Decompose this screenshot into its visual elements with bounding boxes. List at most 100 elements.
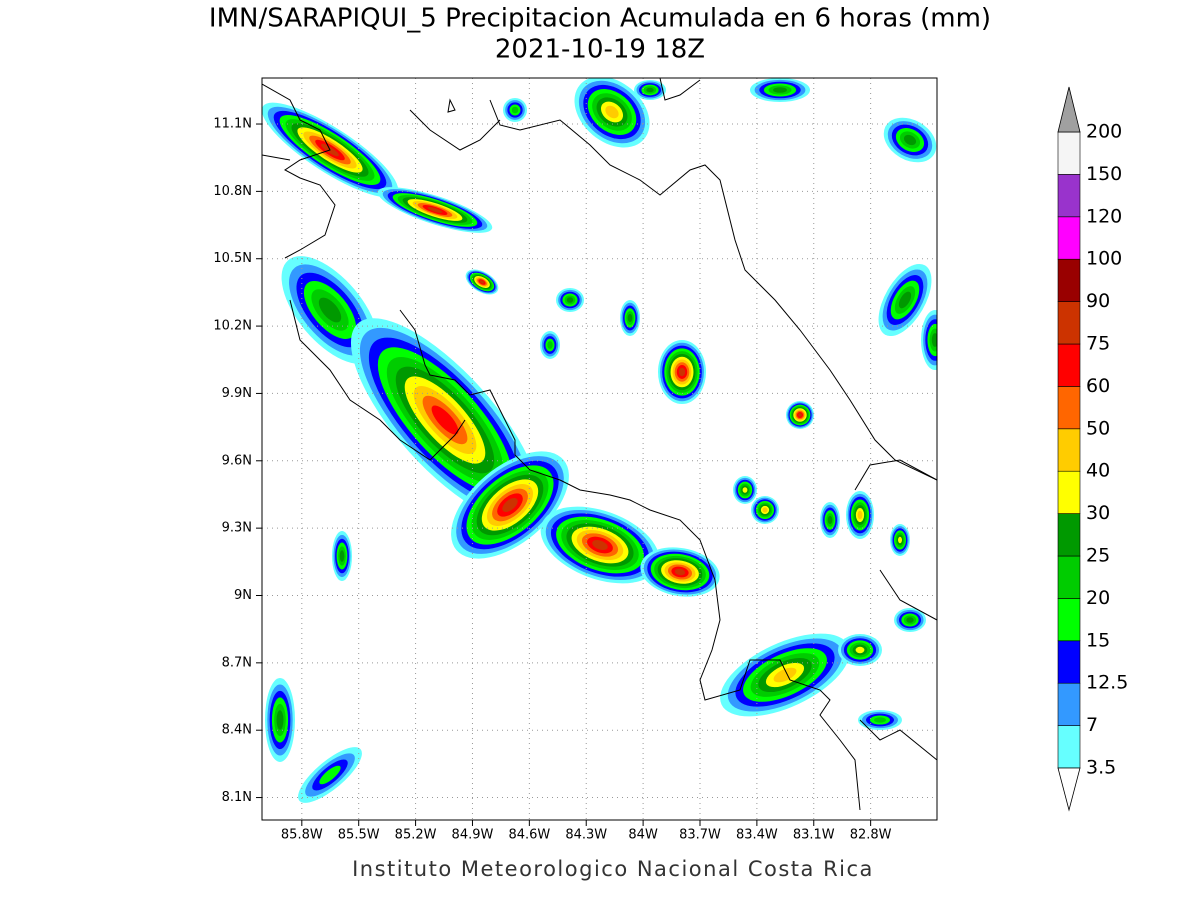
- coast: [262, 154, 291, 161]
- colorbar-label: 50: [1086, 417, 1110, 439]
- colorbar-box: [1057, 428, 1081, 472]
- x-tick-label: 82.8W: [850, 828, 892, 843]
- precip-cell: [540, 331, 560, 359]
- colorbar-label: 25: [1086, 545, 1110, 567]
- precip-cell: [451, 451, 569, 559]
- precip-cell: [838, 634, 882, 666]
- precip-contour: [898, 291, 912, 309]
- colorbar-box: [1057, 513, 1081, 557]
- precip-cell: [377, 187, 493, 233]
- precip-cell: [894, 608, 926, 632]
- precip-cell: [820, 502, 840, 538]
- colorbar-label: 40: [1086, 460, 1110, 482]
- colorbar-label: 150: [1086, 163, 1122, 185]
- precip-contour: [646, 87, 654, 93]
- precip-cell: [620, 300, 640, 336]
- x-tick-label: 84W: [628, 828, 658, 843]
- x-tick-label: 85.5W: [338, 828, 380, 843]
- x-tick-label: 84.9W: [452, 828, 494, 843]
- colorbar-label: 60: [1086, 375, 1110, 397]
- x-tick-label: 85.8W: [281, 828, 323, 843]
- colorbar-box: [1057, 386, 1081, 430]
- colorbar-box: [1057, 301, 1081, 345]
- precip-contour: [931, 333, 937, 347]
- coast: [854, 459, 937, 761]
- precip-cell: [640, 547, 720, 597]
- subtitle: 2021-10-19 18Z: [495, 35, 705, 65]
- map-frame: [261, 77, 938, 821]
- precip-contour: [427, 207, 443, 213]
- precip-contour: [339, 550, 345, 562]
- title: IMN/SARAPIQUI_5 Precipitacion Acumulada …: [209, 4, 991, 34]
- coast: [289, 299, 466, 461]
- precip-contour: [798, 413, 802, 417]
- precip-contour: [511, 106, 519, 114]
- axes: 85.8W 85.5W 85.2W 84.9W 84.6W 84.3W 84W 83.7W 83…: [213, 117, 891, 843]
- precip-contour: [592, 539, 608, 551]
- coast: [262, 83, 336, 259]
- colorbar-box: [1057, 174, 1081, 218]
- precip-cell: [921, 310, 937, 370]
- precip-cell: [332, 531, 352, 581]
- colorbar-label: 90: [1086, 290, 1110, 312]
- y-tick-label: 10.2N: [213, 319, 252, 334]
- precip-contour: [898, 536, 902, 544]
- y-tick-label: 11.1N: [213, 117, 252, 132]
- precip-contour: [857, 510, 863, 520]
- y-tick-label: 9.9N: [222, 386, 252, 401]
- x-tick-label: 85.2W: [395, 828, 437, 843]
- colorbar-label: 30: [1086, 502, 1110, 524]
- colorbar-under: [1057, 767, 1081, 812]
- precip-contour: [855, 646, 865, 654]
- precip-contour: [502, 498, 518, 512]
- precip-cell: [465, 269, 499, 295]
- colorbar-box: [1057, 682, 1081, 726]
- precip-cell: [298, 747, 362, 803]
- precip-cell: [883, 117, 937, 163]
- island: [447, 98, 456, 113]
- precip-contour: [674, 568, 686, 576]
- y-tick-label: 10.8N: [213, 184, 252, 199]
- y-tick-label: 9.3N: [222, 521, 252, 536]
- precip-cell: [556, 288, 584, 312]
- colorbar-label: 120: [1086, 205, 1122, 227]
- precip-contour: [319, 765, 341, 785]
- precip-cell: [733, 476, 757, 504]
- colorbar: 3.5 7 12.5 15 20 25 30 40 50 60 75 90 100 120 150 200: [1057, 86, 1128, 812]
- coastlines: [262, 78, 937, 811]
- colorbar-box: [1057, 598, 1081, 642]
- precip-cell: [658, 340, 706, 404]
- precip-contour: [903, 134, 917, 146]
- grid: [262, 78, 937, 820]
- precip-contour: [827, 515, 833, 525]
- precip-contour: [547, 341, 553, 349]
- colorbar-label: 15: [1086, 629, 1110, 651]
- x-tick-label: 84.3W: [565, 828, 607, 843]
- footer: Instituto Meteorologico Nacional Costa R…: [352, 857, 874, 881]
- colorbar-label: 20: [1086, 587, 1110, 609]
- colorbar-box: [1057, 258, 1081, 302]
- colorbar-label: 12.5: [1086, 672, 1128, 694]
- precip-contour: [479, 280, 485, 284]
- y-tick-label: 10.5N: [213, 251, 252, 266]
- precip-contour: [762, 507, 768, 513]
- colorbar-over: [1057, 86, 1081, 133]
- y-tick-label: 8.7N: [222, 655, 252, 670]
- precip-field: [262, 78, 937, 803]
- x-tick-label: 83.1W: [793, 828, 835, 843]
- coast: [659, 78, 701, 101]
- precip-cell: [265, 678, 295, 762]
- precip-contour: [742, 487, 748, 493]
- precip-cell: [720, 633, 850, 717]
- colorbar-box: [1057, 343, 1081, 387]
- coast: [489, 99, 937, 481]
- x-tick-label: 83.4W: [736, 828, 778, 843]
- y-tick-label: 9N: [234, 588, 252, 603]
- colorbar-label: 200: [1086, 121, 1122, 143]
- colorbar-label: 100: [1086, 248, 1122, 270]
- colorbar-label: 75: [1086, 333, 1110, 355]
- x-tick-label: 83.7W: [679, 828, 721, 843]
- precip-contour: [431, 405, 459, 435]
- colorbar-box: [1057, 131, 1081, 175]
